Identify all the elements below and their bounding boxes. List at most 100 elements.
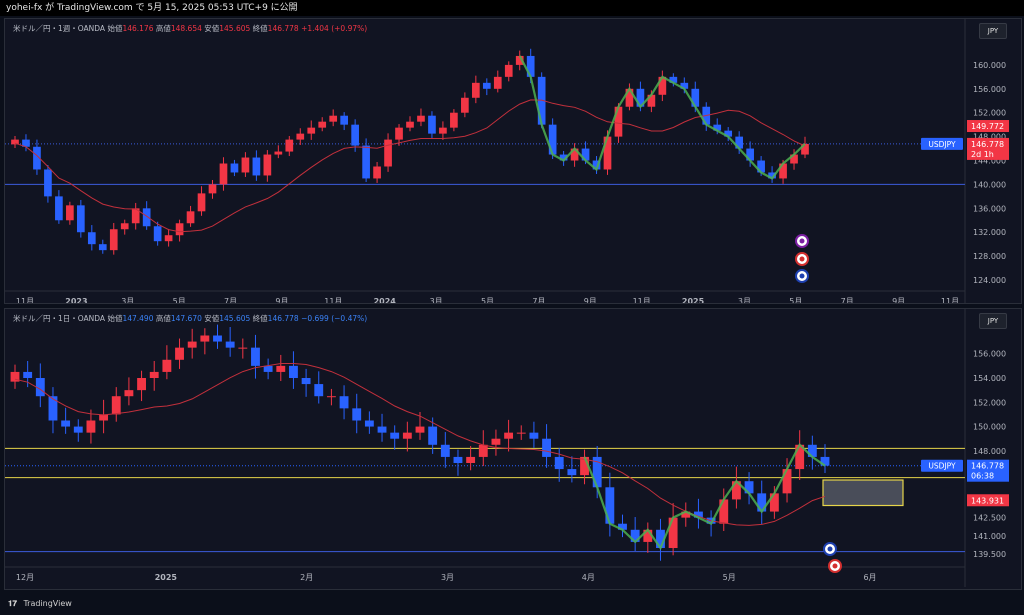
jp-event-icon-dot bbox=[832, 563, 838, 569]
x-tick-label: 9月 bbox=[584, 297, 597, 303]
candle-body bbox=[801, 143, 809, 155]
trend-overlay-line bbox=[518, 55, 806, 180]
candle-body bbox=[263, 365, 273, 372]
candle-body bbox=[162, 359, 172, 372]
candle-body bbox=[636, 88, 645, 107]
weekly-open-label: 始値 bbox=[107, 24, 123, 33]
candle-body bbox=[757, 160, 765, 173]
price-label-bg bbox=[967, 459, 1009, 472]
candle-body bbox=[186, 211, 195, 224]
candle-body bbox=[440, 444, 450, 457]
candle-body bbox=[478, 444, 488, 457]
daily-chart-svg[interactable]: 156.000154.000152.000150.000148.000146.0… bbox=[5, 309, 1021, 589]
candle-body bbox=[570, 148, 579, 161]
us-flag-icon-dot bbox=[799, 273, 805, 279]
y-tick-label: 150.000 bbox=[973, 423, 1006, 432]
candle-body bbox=[76, 205, 85, 233]
candle-body bbox=[406, 121, 414, 128]
weekly-high-value: 148.654 bbox=[170, 24, 202, 33]
candle-body bbox=[120, 223, 129, 230]
x-tick-label: 11月 bbox=[633, 297, 651, 303]
y-tick-label: 160.000 bbox=[973, 61, 1006, 70]
candle-body bbox=[362, 145, 370, 179]
x-tick-label: 2025 bbox=[682, 297, 705, 303]
candle-body bbox=[208, 184, 217, 194]
y-tick-label: 154.000 bbox=[973, 374, 1006, 383]
candle-body bbox=[22, 139, 30, 147]
candle-body bbox=[782, 469, 792, 494]
weekly-legend: 米ドル／円・1週・OANDA 始値146.176 高値148.654 安値145… bbox=[13, 23, 367, 34]
candle-body bbox=[694, 511, 703, 518]
candle-body bbox=[680, 82, 689, 89]
candle-body bbox=[164, 235, 173, 242]
candle-body bbox=[219, 163, 228, 185]
candle-body bbox=[724, 130, 733, 137]
daily-close-value: 146.778 bbox=[267, 314, 299, 323]
us-flag-icon-dot bbox=[827, 546, 833, 552]
weekly-currency-button[interactable]: JPY bbox=[979, 23, 1007, 39]
daily-open-label: 始値 bbox=[107, 314, 123, 323]
x-tick-label: 11月 bbox=[16, 297, 34, 303]
candle-body bbox=[471, 82, 480, 98]
x-tick-label: 7月 bbox=[224, 297, 237, 303]
candle-body bbox=[252, 157, 261, 176]
candle-body bbox=[230, 163, 239, 173]
candle-body bbox=[175, 347, 184, 360]
lightning-icon-dot bbox=[799, 238, 805, 244]
candle-body bbox=[124, 390, 134, 397]
candle-body bbox=[428, 115, 436, 134]
candle-body bbox=[289, 365, 298, 378]
candle-body bbox=[504, 64, 513, 77]
weekly-close-value: 146.778 bbox=[267, 24, 299, 33]
candle-body bbox=[35, 378, 45, 397]
jp-event-icon-dot bbox=[799, 256, 805, 262]
candle-body bbox=[790, 154, 798, 164]
weekly-chart-svg[interactable]: 160.000 156.000 152.000 148.000 144.000 140.0… bbox=[5, 19, 1021, 303]
candle-body bbox=[625, 88, 634, 107]
candle-body bbox=[296, 133, 305, 140]
candle-body bbox=[744, 481, 754, 494]
candle-body bbox=[795, 444, 805, 470]
candle-body bbox=[213, 335, 222, 342]
weekly-chart-pane[interactable]: 160.000 156.000 152.000 148.000 144.000 140.0… bbox=[4, 18, 1022, 304]
price-label-bg bbox=[967, 494, 1009, 507]
candle-body bbox=[614, 106, 623, 137]
candle-body bbox=[137, 378, 146, 391]
y-tick-label: 128.000 bbox=[973, 252, 1006, 261]
candle-body bbox=[274, 151, 283, 155]
x-tick-label: 9月 bbox=[275, 297, 288, 303]
candle-body bbox=[149, 371, 159, 378]
x-tick-label: 3月 bbox=[738, 297, 751, 303]
x-tick-label: 7月 bbox=[532, 297, 545, 303]
x-tick-label: 7月 bbox=[841, 297, 854, 303]
candle-body bbox=[735, 136, 744, 149]
candle-body bbox=[153, 226, 162, 242]
candle-body bbox=[567, 469, 577, 476]
candle-body bbox=[439, 127, 447, 134]
candle-body bbox=[251, 347, 260, 366]
footer-brand: TradingView bbox=[23, 599, 72, 608]
candle-body bbox=[529, 432, 539, 439]
candle-body bbox=[592, 456, 602, 488]
candle-body bbox=[373, 166, 381, 179]
y-tick-label: 141.000 bbox=[973, 532, 1006, 541]
candle-body bbox=[647, 94, 656, 107]
moving-average-line bbox=[14, 363, 826, 526]
candle-body bbox=[73, 426, 83, 433]
symbol-label: USDJPY bbox=[928, 140, 956, 149]
symbol-label-bg bbox=[921, 137, 963, 150]
candle-body bbox=[466, 456, 476, 463]
candle-body bbox=[339, 396, 349, 409]
candle-body bbox=[757, 493, 767, 512]
candle-body bbox=[581, 148, 590, 161]
x-tick-label: 11月 bbox=[941, 297, 959, 303]
daily-currency-button[interactable]: JPY bbox=[979, 313, 1007, 329]
price-label: 146.778 bbox=[971, 140, 1004, 149]
daily-low-label: 安値 bbox=[204, 314, 220, 323]
weekly-open-value: 146.176 bbox=[122, 24, 154, 33]
candle-body bbox=[592, 160, 601, 170]
candle-body bbox=[415, 426, 425, 433]
daily-chart-pane[interactable]: 156.000154.000152.000150.000148.000146.0… bbox=[4, 308, 1022, 590]
weekly-change: +1.404 (+0.97%) bbox=[301, 24, 368, 33]
candle-body bbox=[48, 396, 58, 421]
